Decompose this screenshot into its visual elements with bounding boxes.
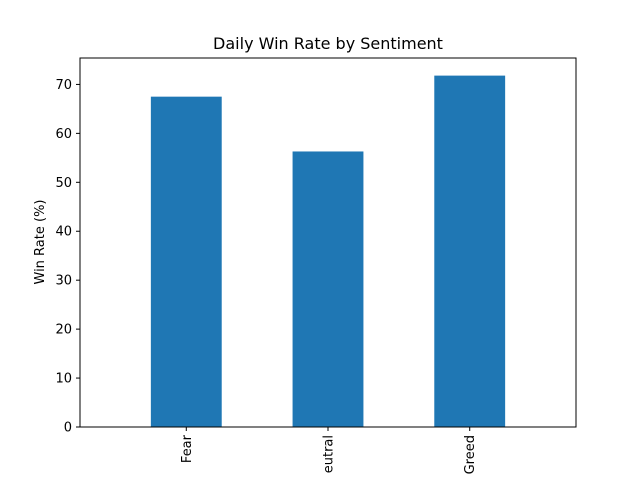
y-tick-label: 40	[55, 225, 72, 240]
x-tick-label-fear: Fear	[180, 434, 195, 463]
y-axis-label: Win Rate (%)	[33, 200, 48, 285]
x-tick-label-greed: Greed	[463, 435, 478, 474]
y-tick-label: 70	[55, 78, 72, 93]
y-tick-label: 60	[55, 127, 72, 142]
y-tick-label: 20	[55, 323, 72, 338]
y-tick-label: 0	[64, 421, 72, 436]
y-tick-label: 10	[55, 372, 72, 387]
bar-eutral	[292, 151, 364, 427]
bars-group	[150, 75, 506, 427]
y-tick-label: 30	[55, 274, 72, 289]
bar-fear	[150, 96, 222, 427]
x-tick-label-eutral: eutral	[322, 435, 337, 473]
y-axis: 0 10 20 30 40 50 60 70	[55, 78, 80, 436]
x-axis: Fear eutral Greed	[180, 427, 478, 474]
bar-greed	[434, 75, 506, 427]
y-tick-label: 50	[55, 176, 72, 191]
chart-title: Daily Win Rate by Sentiment	[213, 34, 443, 53]
